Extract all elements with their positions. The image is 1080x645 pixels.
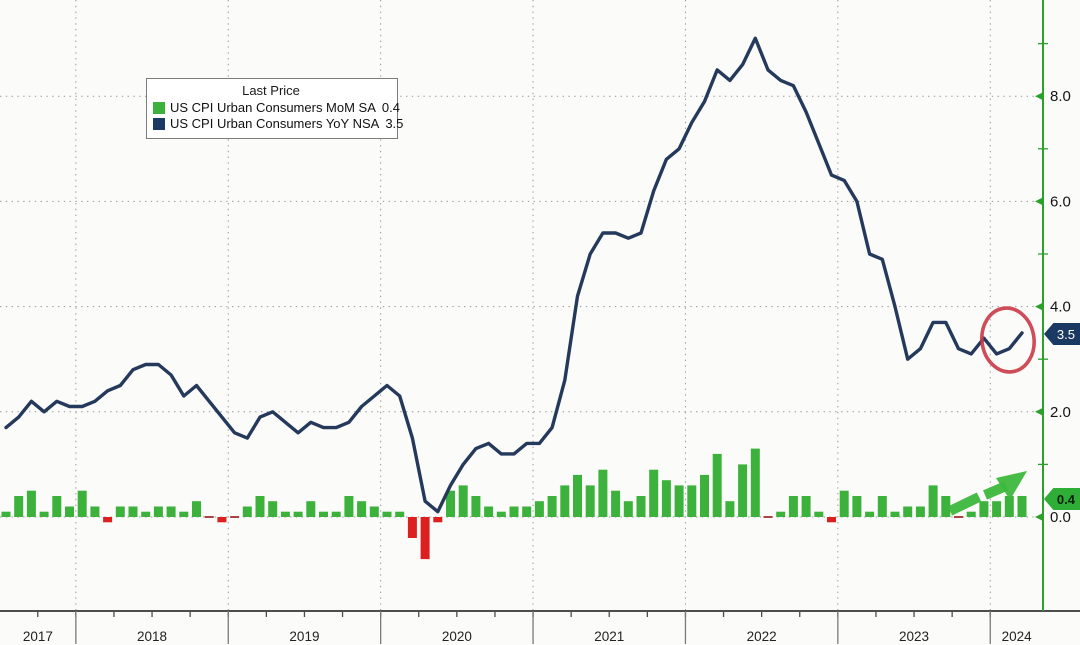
last-price-badge-mom: 0.4: [1044, 488, 1080, 510]
svg-text:2019: 2019: [289, 629, 319, 644]
svg-text:2021: 2021: [594, 629, 624, 644]
svg-text:6.0: 6.0: [1050, 193, 1071, 210]
svg-text:2018: 2018: [137, 629, 167, 644]
svg-text:2020: 2020: [442, 629, 472, 644]
legend-box: Last Price US CPI Urban Consumers MoM SA…: [146, 78, 403, 139]
svg-text:2.0: 2.0: [1050, 404, 1071, 421]
legend-title: Last Price: [242, 83, 300, 98]
last-price-badge-yoy: 3.5: [1044, 323, 1080, 345]
yoy-series-label: US CPI Urban Consumers YoY NSA: [170, 116, 380, 131]
mom-series-value: 0.4: [381, 100, 400, 115]
svg-text:2017: 2017: [23, 629, 53, 644]
svg-text:4.0: 4.0: [1050, 299, 1071, 316]
svg-text:2024: 2024: [1002, 629, 1033, 644]
yoy-series-swatch: [153, 118, 165, 130]
legend-item-mom: US CPI Urban Consumers MoM SA 0.4: [153, 100, 400, 116]
bars-mom-series: [1, 448, 1027, 560]
svg-text:2023: 2023: [899, 629, 929, 644]
annotation-arrow: [947, 471, 1027, 516]
line-yoy-series: [4, 36, 1024, 514]
bottom-axis: 2017 2018 2019 2020 2021 2022 2023 2024: [0, 610, 1080, 644]
svg-text:8.0: 8.0: [1050, 88, 1071, 105]
mom-series-swatch: [153, 102, 165, 114]
svg-text:0.0: 0.0: [1050, 509, 1071, 526]
legend-item-yoy: US CPI Urban Consumers YoY NSA 3.5: [153, 116, 403, 132]
annotation-ellipse: [980, 306, 1036, 374]
yoy-series-value: 3.5: [385, 116, 404, 131]
mom-series-label: US CPI Urban Consumers MoM SA: [170, 100, 376, 115]
svg-text:2022: 2022: [747, 629, 777, 644]
right-axis: 0.0 2.0 4.0 6.0 8.0: [1035, 0, 1071, 611]
